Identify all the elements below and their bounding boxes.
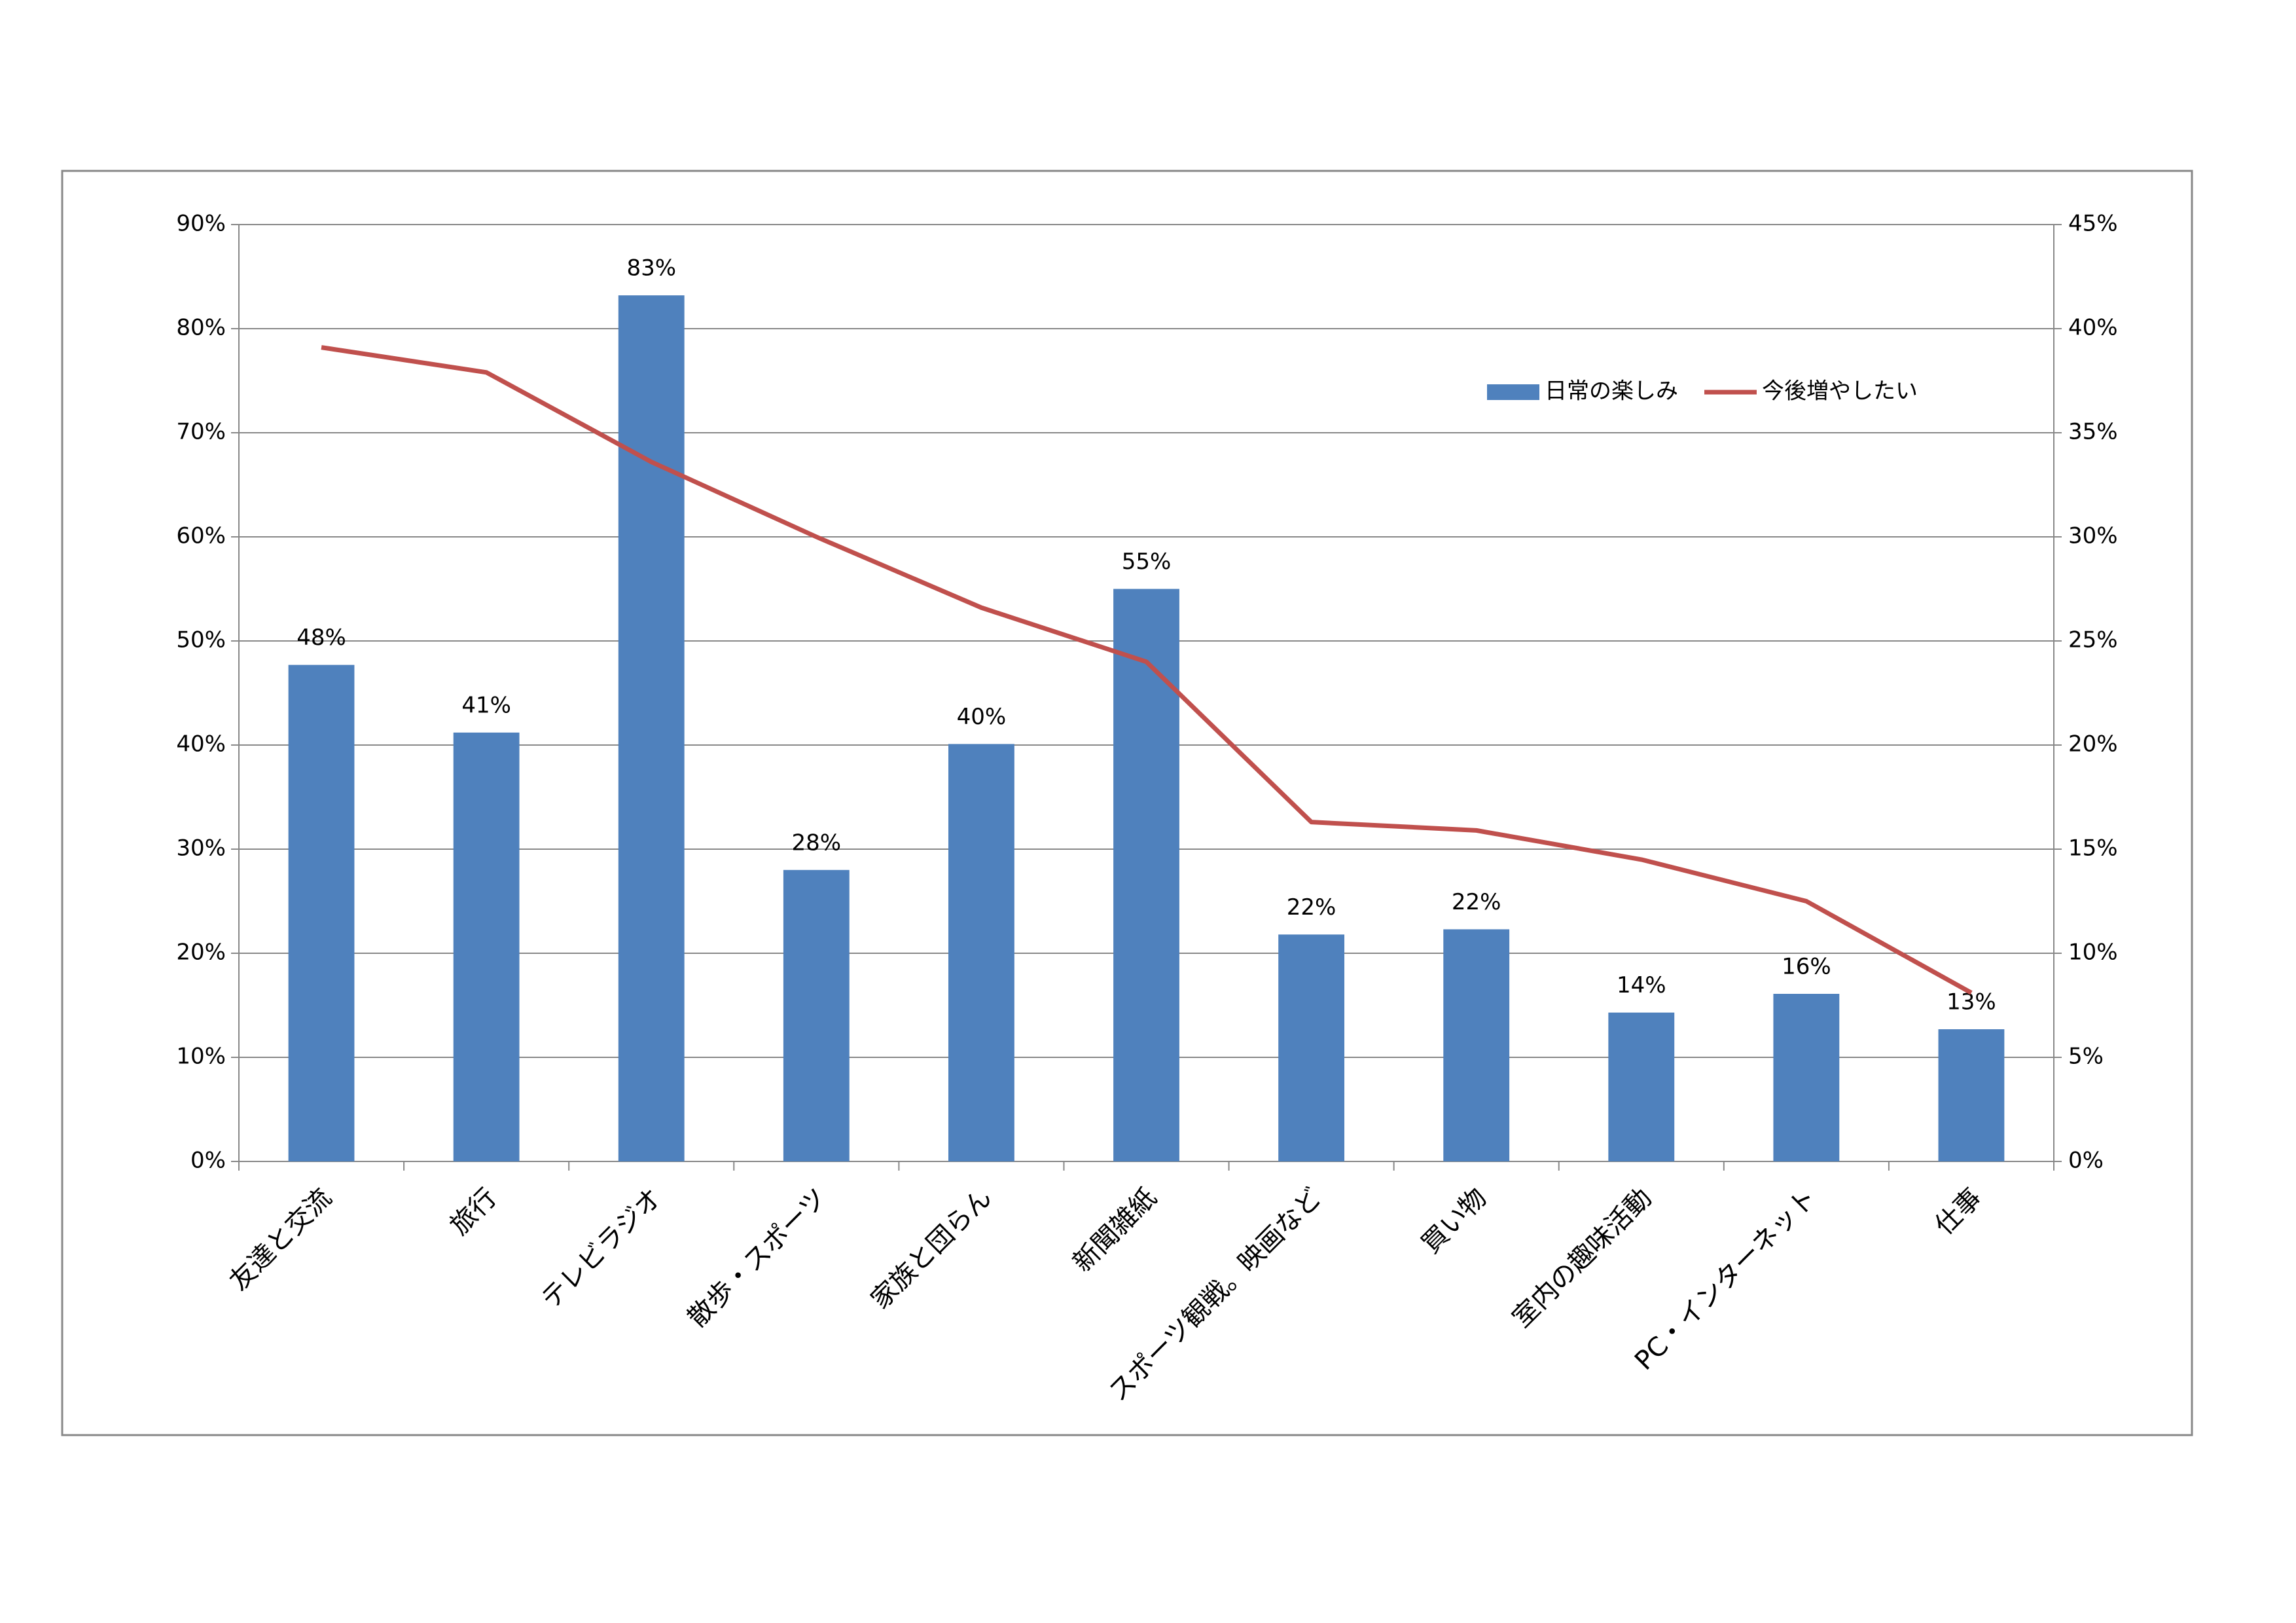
data-label: 22% <box>1452 889 1501 915</box>
data-label: 22% <box>1287 894 1336 921</box>
y2-tick-label: 15% <box>2068 835 2118 862</box>
y-tick-label: 0% <box>190 1148 226 1174</box>
y2-tick-label: 45% <box>2068 211 2118 237</box>
y2-tick-label: 35% <box>2068 419 2118 445</box>
y2-tick-label: 5% <box>2068 1044 2104 1070</box>
y-tick-label: 40% <box>176 731 226 757</box>
y2-tick-label: 25% <box>2068 627 2118 653</box>
data-label: 28% <box>792 830 842 856</box>
bar <box>1113 589 1179 1161</box>
y2-tick-label: 20% <box>2068 731 2118 757</box>
y2-tick-label: 40% <box>2068 315 2118 341</box>
legend-swatch <box>1487 384 1539 400</box>
data-label: 14% <box>1617 972 1666 998</box>
y-tick-label: 60% <box>176 523 226 549</box>
data-label: 13% <box>1946 989 1996 1015</box>
bar <box>288 665 355 1161</box>
data-label: 40% <box>957 704 1007 730</box>
y-tick-label: 50% <box>176 627 226 653</box>
bar <box>1773 994 1840 1161</box>
bar <box>1443 929 1510 1161</box>
y-tick-label: 20% <box>176 939 226 966</box>
bar <box>1278 934 1345 1161</box>
data-label: 41% <box>461 692 511 718</box>
legend-label: 日常の楽しみ <box>1545 378 1678 405</box>
y2-tick-label: 30% <box>2068 523 2118 549</box>
line <box>321 345 1973 995</box>
y-tick-label: 80% <box>176 315 226 341</box>
y-tick-label: 30% <box>176 835 226 862</box>
bar <box>1938 1029 2005 1161</box>
data-label: 83% <box>626 255 676 282</box>
bar <box>618 295 685 1161</box>
bar <box>948 744 1014 1161</box>
y2-tick-label: 10% <box>2068 939 2118 966</box>
y-tick-label: 10% <box>176 1044 226 1070</box>
data-label: 48% <box>296 625 346 651</box>
data-label: 16% <box>1782 954 1831 980</box>
bar <box>1608 1012 1675 1161</box>
y-tick-label: 70% <box>176 419 226 445</box>
y-tick-label: 90% <box>176 211 226 237</box>
data-label: 55% <box>1122 549 1172 575</box>
bar <box>453 732 520 1161</box>
y2-tick-label: 0% <box>2068 1148 2104 1174</box>
bar <box>783 869 850 1161</box>
legend-label: 今後増やしたい <box>1762 378 1918 405</box>
